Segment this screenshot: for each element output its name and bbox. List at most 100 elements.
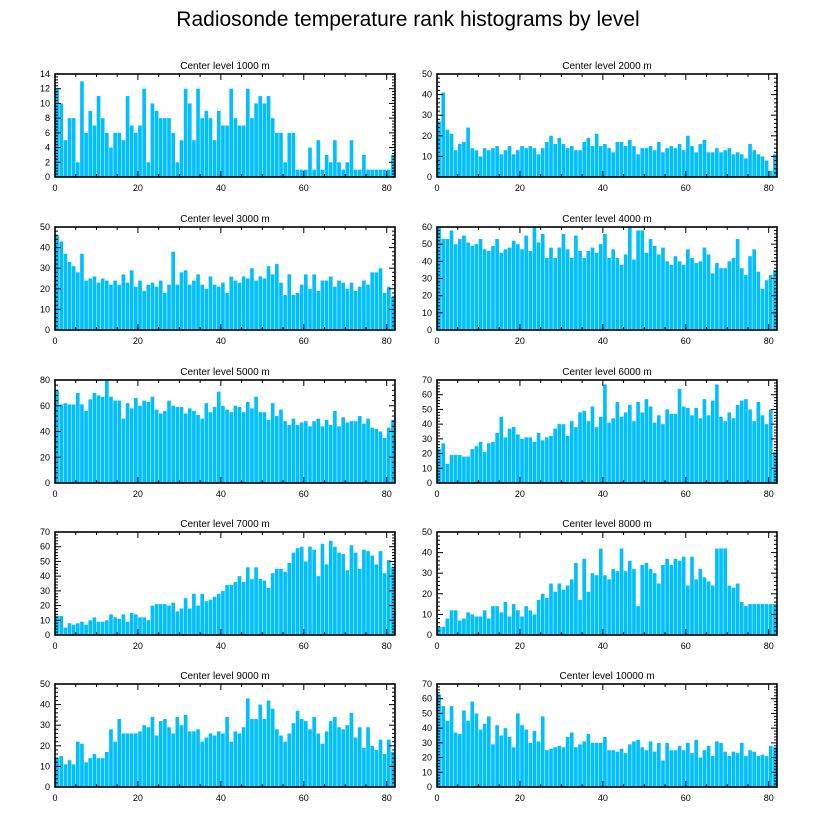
histogram-bar [549,583,553,635]
y-tick-label: 30 [40,720,50,730]
histogram-bar [669,750,674,787]
histogram-bar [129,612,134,635]
histogram-bar [723,150,727,177]
histogram-bar [391,419,395,483]
histogram-bar [208,276,213,330]
histogram-bar [482,723,487,787]
histogram-bar [768,275,773,330]
histogram-bar [594,133,599,177]
histogram-bar [250,118,254,177]
histogram-bar [299,284,304,330]
histogram-bar [491,606,495,635]
histogram-bar [681,406,686,483]
histogram-bar [146,162,151,177]
histogram-bar [55,758,59,787]
histogram-bar [270,118,275,177]
histogram-bar [437,694,441,787]
histogram-bar [121,733,126,787]
histogram-bar [386,559,391,635]
histogram-bar [146,401,151,483]
histogram-bar [686,742,690,787]
histogram-bar [540,593,545,635]
histogram-bar [520,146,524,177]
histogram-bar [129,270,134,330]
histogram-bar [362,423,366,483]
histogram-bar [349,421,354,483]
histogram-bar [590,406,595,483]
histogram-bar [578,744,582,787]
histogram-bar [632,421,636,483]
histogram-bar [250,408,254,483]
histogram-bar [520,438,524,483]
histogram-bar [341,282,345,330]
histogram-bar [491,245,495,330]
histogram-bar [773,154,777,177]
main-title: Radiosonde temperature rank histograms b… [176,8,640,31]
y-tick-label: 10 [422,463,432,473]
histogram-bar [316,418,321,484]
histogram-bar [345,570,350,635]
histogram-bar [619,141,624,177]
y-tick-label: 4 [45,143,50,153]
histogram-bar [250,719,254,787]
histogram-bar [545,597,549,635]
histogram-bar [92,392,97,484]
histogram-bar [686,585,690,635]
histogram-bar [216,593,221,635]
histogram-bar [487,618,491,635]
histogram-bar [673,148,678,177]
histogram-bar [333,716,337,787]
histogram-bar [636,230,640,330]
histogram-bar [594,427,599,483]
histogram-bar [636,402,640,483]
histogram-bar [378,431,383,483]
histogram-bar [96,96,101,177]
histogram-bar [167,605,171,635]
histogram-bar [88,620,93,635]
histogram-bar [96,395,101,483]
y-tick-label: 8 [45,113,50,123]
histogram-bar [532,441,537,483]
histogram-bar [474,244,479,330]
y-tick-label: 60 [40,401,50,411]
histogram-bar [134,733,138,787]
histogram-bar [204,288,209,330]
histogram-bar [694,739,698,787]
x-tick-label: 40 [598,489,608,499]
histogram-bar [756,756,761,787]
histogram-bar [192,280,196,330]
histogram-bar [283,162,287,177]
histogram-bar [615,571,620,635]
histogram-bar [183,88,188,177]
histogram-bar [607,579,611,635]
x-tick-label: 40 [598,183,608,193]
histogram-bar [221,125,225,177]
histogram-bar [735,583,740,635]
panel-title: Center level 8000 m [562,519,652,530]
histogram-bar [719,416,723,483]
histogram-bar [723,548,727,635]
histogram-bar [333,546,337,635]
histogram-bar [208,118,213,177]
histogram-bar [723,421,727,483]
x-tick-label: 80 [764,489,774,499]
histogram-bar [661,564,665,635]
histogram-bar [275,264,279,330]
y-tick-label: 10 [40,761,50,771]
histogram-bar [545,437,549,483]
histogram-bar [287,733,292,787]
histogram-bar [134,398,138,483]
histogram-bar [611,750,616,787]
histogram-bar [299,422,304,483]
histogram-bar [67,262,72,330]
histogram-bar [516,610,520,635]
histogram-bar [233,280,238,330]
histogram-bar [370,555,375,635]
histogram-bar [320,426,325,483]
y-tick-label: 30 [422,568,432,578]
histogram-bar [138,405,142,483]
histogram-bar [607,148,611,177]
x-tick-label: 60 [299,641,309,651]
histogram-bar [698,569,703,635]
y-tick-label: 30 [422,274,432,284]
